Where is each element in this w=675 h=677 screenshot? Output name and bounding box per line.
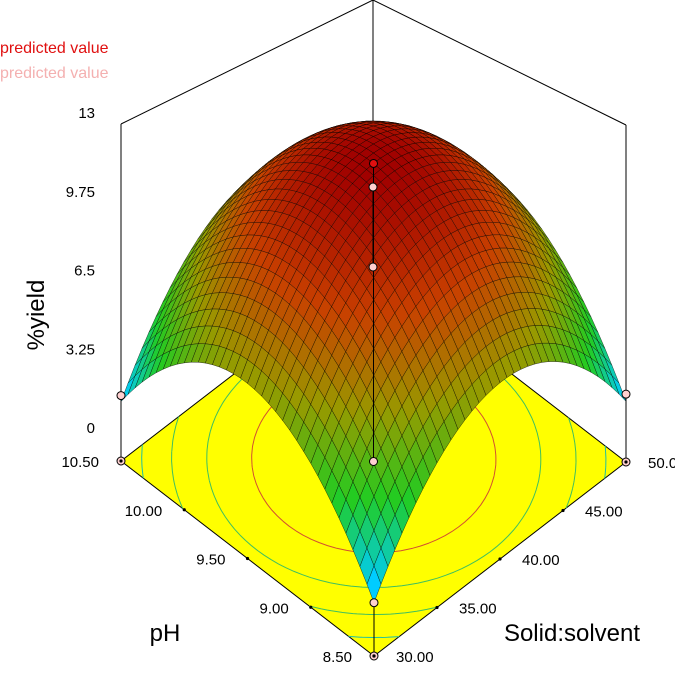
design-point — [369, 158, 378, 168]
x-tick-mark — [182, 508, 186, 512]
axis-ticks: 0 3.25 6.5 9.75 13 8.50 9.00 9.50 10.00 10.50 30.0… — [61, 105, 675, 666]
z-tick-label: 3.25 — [66, 341, 95, 358]
x-tick-mark — [245, 556, 250, 561]
frame-edge — [372, 0, 627, 126]
x-tick-label: 8.50 — [323, 649, 352, 666]
design-point — [116, 391, 126, 401]
surface-cell — [366, 565, 382, 604]
y-tick-label: 30.00 — [396, 649, 434, 666]
y-tick-label: 35.00 — [459, 601, 497, 618]
y-tick-mark — [435, 605, 439, 610]
y-tick-label: 45.00 — [585, 504, 623, 521]
design-point — [369, 598, 379, 608]
legend-below-label: predicted value — [0, 65, 109, 82]
y-tick-mark — [372, 654, 376, 658]
x-tick-mark — [309, 605, 313, 609]
design-point-base — [368, 262, 378, 272]
y-tick-label: 40.00 — [522, 552, 560, 569]
response-surface — [120, 120, 627, 604]
y-tick-mark — [498, 557, 502, 561]
design-point-base — [369, 457, 378, 466]
z-tick-label: 13 — [78, 105, 95, 122]
x-tick-label: 10.50 — [61, 454, 99, 471]
design-points — [116, 158, 631, 661]
z-tick-label: 9.75 — [66, 184, 95, 201]
y-axis-title: Solid:solvent — [504, 620, 640, 647]
y-tick-label: 50.00 — [648, 455, 675, 472]
y-tick-mark — [624, 460, 628, 464]
x-tick-label: 9.00 — [260, 600, 289, 617]
x-tick-mark — [119, 459, 123, 463]
z-axis-title: %yield — [23, 280, 50, 351]
x-axis-title: pH — [150, 620, 181, 647]
z-tick-label: 6.5 — [74, 263, 95, 280]
x-tick-label: 9.50 — [196, 552, 225, 569]
legend-above-label: predicted value — [0, 40, 109, 57]
design-point — [368, 182, 378, 192]
y-tick-mark — [561, 508, 565, 513]
z-tick-label: 0 — [87, 420, 95, 437]
x-tick-label: 10.00 — [125, 503, 163, 520]
frame-edge — [120, 0, 374, 125]
design-point — [621, 389, 631, 399]
